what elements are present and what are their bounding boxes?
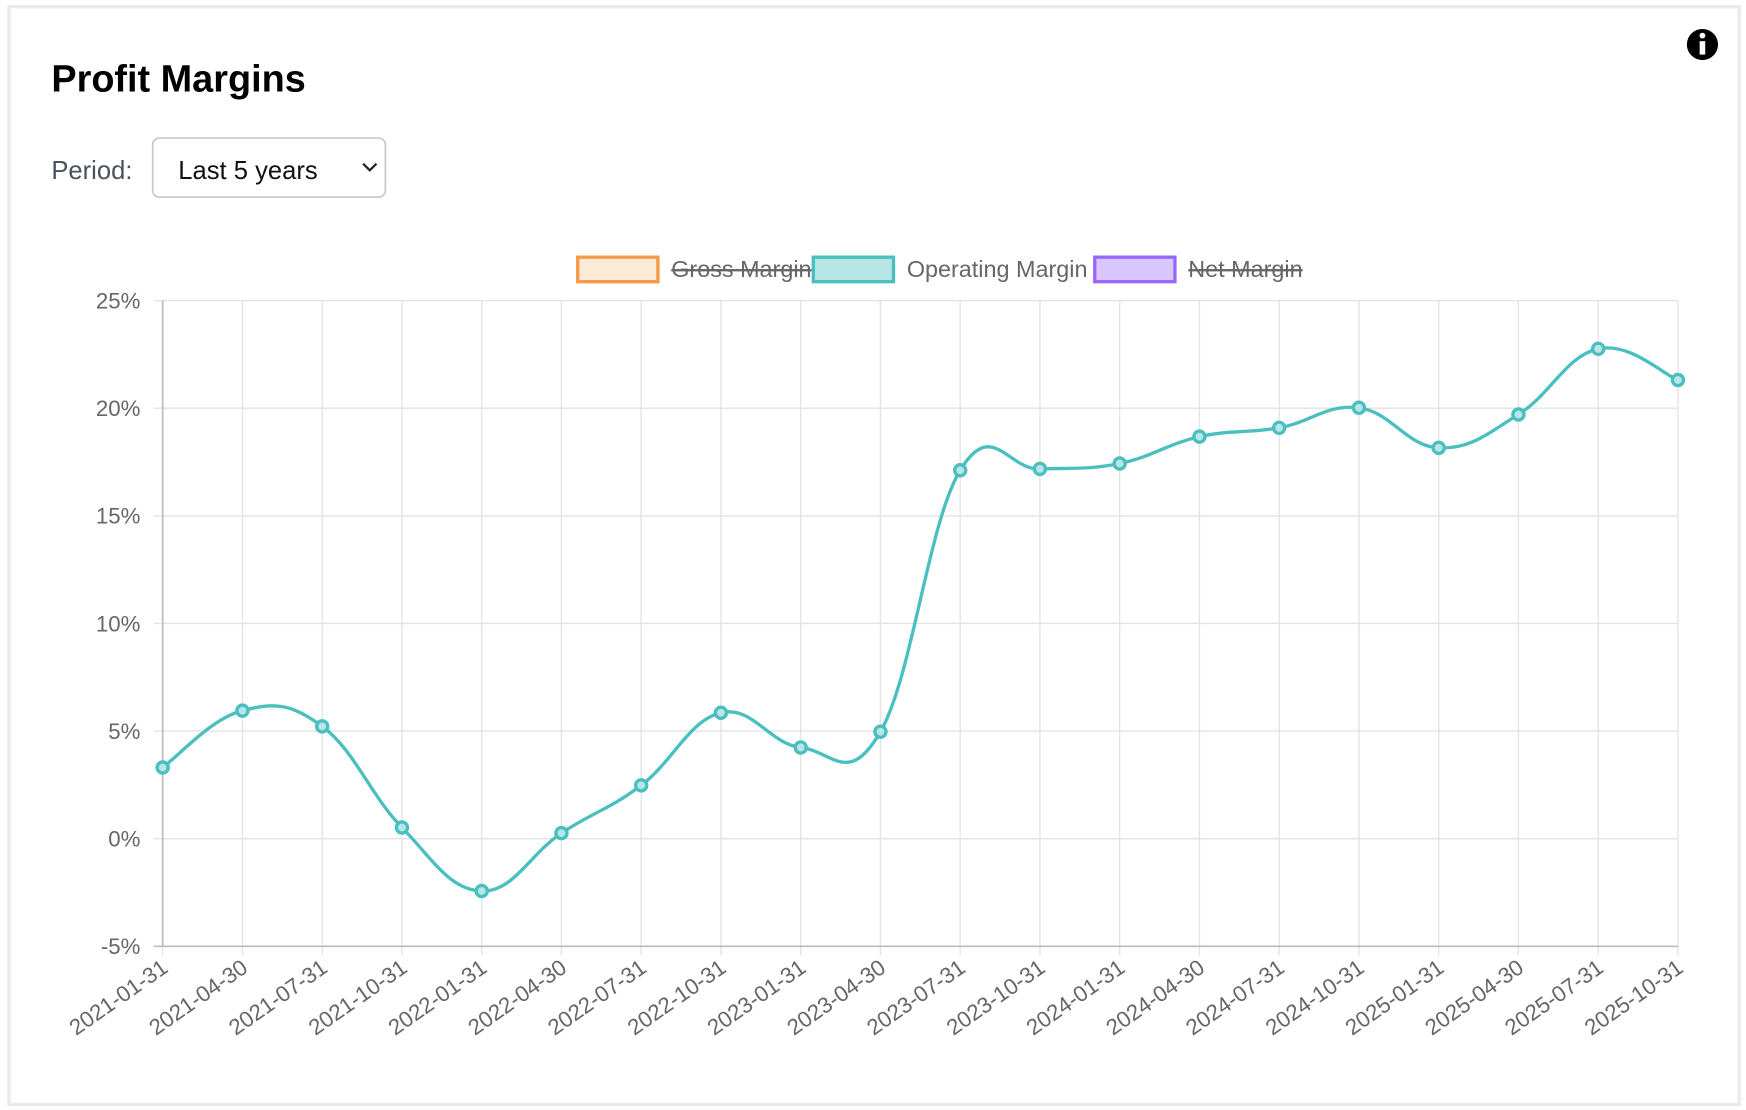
y-tick-label: 25% — [96, 288, 141, 313]
y-tick-label: 10% — [96, 611, 141, 636]
legend-label[interactable]: Net Margin — [1188, 256, 1302, 282]
data-point — [1351, 400, 1367, 416]
y-tick-label: 20% — [96, 396, 141, 421]
legend-label[interactable]: Gross Margin — [671, 256, 811, 282]
info-bar — [1699, 41, 1706, 55]
legend-label[interactable]: Operating Margin — [907, 256, 1088, 282]
select-box[interactable] — [151, 137, 387, 198]
data-point — [633, 778, 649, 793]
y-tick-label: 5% — [108, 719, 140, 744]
data-point — [873, 724, 888, 739]
y-tick-label: 0% — [108, 827, 140, 852]
select-caret — [362, 162, 378, 172]
data-point — [793, 740, 808, 755]
y-tick-label: 15% — [96, 504, 141, 529]
period-select[interactable]: Last 5 years — [151, 137, 387, 198]
info-dot — [1699, 32, 1706, 39]
legend-swatch — [811, 255, 896, 284]
y-tick-label: -5% — [101, 934, 141, 959]
data-point — [952, 462, 968, 478]
data-point — [713, 705, 729, 721]
data-point — [1192, 429, 1207, 444]
data-point — [235, 703, 250, 718]
series-line — [161, 346, 1679, 893]
legend-swatch — [1093, 255, 1177, 284]
data-point — [1271, 420, 1287, 436]
data-point — [1670, 372, 1686, 388]
data-point — [394, 820, 410, 835]
data-point — [314, 719, 330, 734]
legend-swatch — [576, 255, 660, 284]
data-point — [1112, 456, 1127, 471]
data-point — [474, 883, 489, 899]
title: Profit Margins — [51, 58, 305, 100]
period-label: Period: — [51, 157, 132, 185]
data-point — [554, 825, 569, 841]
data-point — [1032, 461, 1048, 477]
info-button[interactable] — [1686, 28, 1719, 61]
data-point — [155, 760, 170, 775]
data-point — [1431, 440, 1446, 456]
data-point — [1590, 341, 1606, 357]
select-value: Last 5 years — [178, 157, 317, 185]
data-point — [1511, 407, 1526, 422]
